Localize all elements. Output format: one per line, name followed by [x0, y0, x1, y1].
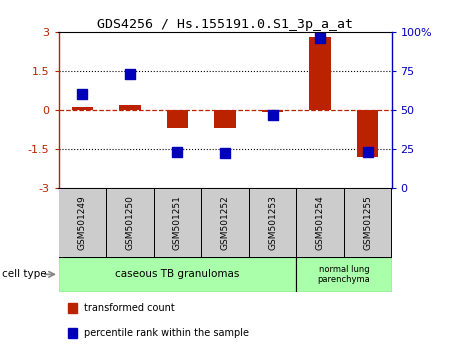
Text: GSM501252: GSM501252 — [220, 195, 230, 250]
Bar — [214, 110, 236, 129]
Point — [221, 150, 229, 156]
Bar — [262, 110, 284, 112]
Bar — [310, 36, 331, 110]
Text: GSM501253: GSM501253 — [268, 195, 277, 250]
Text: GSM501251: GSM501251 — [173, 195, 182, 250]
Bar — [201, 188, 249, 257]
Bar — [153, 188, 201, 257]
Point — [316, 35, 324, 41]
Text: transformed count: transformed count — [84, 303, 175, 313]
Bar — [166, 110, 188, 128]
Bar — [58, 188, 106, 257]
Point — [79, 91, 86, 97]
Bar — [119, 104, 140, 110]
Text: GSM501254: GSM501254 — [315, 195, 324, 250]
Title: GDS4256 / Hs.155191.0.S1_3p_a_at: GDS4256 / Hs.155191.0.S1_3p_a_at — [97, 18, 353, 31]
Point — [126, 71, 134, 77]
Text: caseous TB granulomas: caseous TB granulomas — [115, 269, 239, 279]
Bar — [297, 188, 344, 257]
Text: cell type: cell type — [2, 269, 47, 279]
Bar — [344, 188, 392, 257]
Text: GSM501250: GSM501250 — [126, 195, 135, 250]
Bar — [357, 110, 378, 157]
Point — [269, 113, 276, 118]
Bar — [106, 188, 153, 257]
Point — [174, 149, 181, 155]
Bar — [58, 257, 297, 292]
Text: percentile rank within the sample: percentile rank within the sample — [84, 328, 249, 338]
Bar — [249, 188, 297, 257]
Bar — [72, 107, 93, 110]
Text: normal lung
parenchyma: normal lung parenchyma — [318, 265, 370, 284]
Point — [364, 149, 371, 155]
Text: GSM501255: GSM501255 — [363, 195, 372, 250]
Text: GSM501249: GSM501249 — [78, 195, 87, 250]
Bar — [297, 257, 392, 292]
